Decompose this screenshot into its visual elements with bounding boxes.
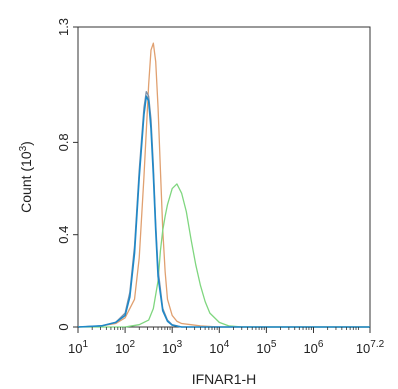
x-tick-exponent: 1 — [82, 339, 88, 350]
x-tick-exponent: 6 — [318, 339, 324, 350]
y-axis-title-suffix: ) — [18, 141, 34, 146]
y-tick-label: 0.4 — [56, 226, 71, 244]
y-axis-title-prefix: Count (10 — [18, 151, 34, 213]
x-tick-exponent: 7.2 — [370, 339, 384, 350]
x-tick-base: 10 — [68, 341, 82, 356]
y-axis-title-exponent: 3 — [18, 145, 29, 151]
x-tick-base: 10 — [209, 341, 223, 356]
x-tick-label: 107.2 — [356, 339, 385, 356]
x-axis-ticks: 101 102 103 104 105 106 107.2 — [68, 327, 385, 356]
y-tick-label: 0.8 — [56, 133, 71, 151]
x-tick-exponent: 5 — [271, 339, 277, 350]
series-line-3 — [77, 90, 370, 328]
x-tick-base: 10 — [162, 341, 176, 356]
x-tick-base: 10 — [356, 341, 370, 356]
x-tick-label: 105 — [256, 339, 276, 356]
x-tick-exponent: 2 — [130, 339, 136, 350]
series-line-4 — [77, 95, 370, 328]
x-tick-exponent: 3 — [177, 339, 183, 350]
x-tick-label: 101 — [68, 339, 88, 356]
series-line-1 — [77, 42, 370, 328]
series-layer — [77, 42, 370, 328]
x-tick-label: 106 — [303, 339, 323, 356]
plot-area-frame — [77, 26, 371, 328]
y-tick-label: 0 — [56, 323, 71, 330]
x-tick-base: 10 — [303, 341, 317, 356]
x-tick-label: 103 — [162, 339, 182, 356]
x-axis-title: IFNAR1-H — [192, 371, 257, 387]
y-axis-ticks: 0 0.4 0.8 1.3 — [56, 18, 78, 331]
x-tick-base: 10 — [256, 341, 270, 356]
y-axis-title: Count (103) — [18, 141, 34, 213]
x-tick-label: 102 — [115, 339, 135, 356]
x-tick-label: 104 — [209, 339, 229, 356]
series-line-2 — [78, 183, 370, 328]
x-tick-exponent: 4 — [224, 339, 230, 350]
y-tick-label: 1.3 — [56, 18, 71, 36]
x-tick-base: 10 — [115, 341, 129, 356]
